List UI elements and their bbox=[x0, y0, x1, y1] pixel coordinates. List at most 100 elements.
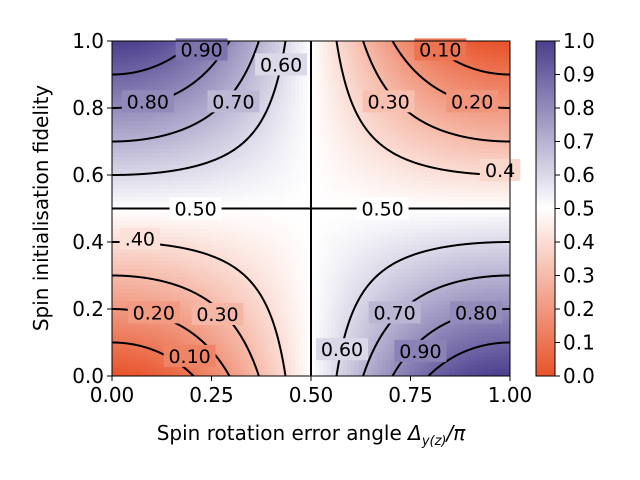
heatmap-cell bbox=[147, 264, 153, 269]
heatmap-cell bbox=[314, 292, 320, 297]
heatmap-cell bbox=[299, 228, 304, 234]
heatmap-cell bbox=[330, 300, 336, 305]
heatmap-cell bbox=[147, 116, 153, 122]
heatmap-cell bbox=[318, 88, 324, 94]
heatmap-cell bbox=[207, 244, 213, 249]
heatmap-cell bbox=[275, 304, 280, 309]
heatmap-cell bbox=[227, 80, 232, 86]
heatmap-cell bbox=[207, 256, 213, 261]
heatmap-cell bbox=[215, 72, 221, 78]
heatmap-cell bbox=[203, 108, 209, 114]
heatmap-cell bbox=[342, 300, 348, 305]
heatmap-cell bbox=[314, 196, 320, 202]
heatmap-cell bbox=[330, 192, 336, 198]
heatmap-cell bbox=[183, 148, 189, 154]
heatmap-cell bbox=[131, 356, 137, 361]
heatmap-cell bbox=[199, 192, 205, 198]
heatmap-cell bbox=[155, 124, 161, 130]
heatmap-cell bbox=[231, 288, 236, 293]
heatmap-cell bbox=[203, 268, 209, 273]
heatmap-cell bbox=[291, 276, 296, 281]
heatmap-cell bbox=[171, 56, 177, 62]
heatmap-cell bbox=[255, 176, 260, 182]
heatmap-cell bbox=[307, 188, 312, 194]
heatmap-cell bbox=[127, 192, 133, 198]
heatmap-cell bbox=[330, 108, 336, 114]
heatmap-cell bbox=[303, 248, 308, 253]
heatmap-cell bbox=[155, 48, 161, 54]
heatmap-cell bbox=[119, 180, 125, 186]
heatmap-cell bbox=[334, 184, 340, 190]
heatmap-cell bbox=[183, 120, 189, 126]
heatmap-cell bbox=[223, 148, 229, 154]
heatmap-cell bbox=[291, 348, 296, 353]
heatmap-cell bbox=[318, 232, 324, 238]
heatmap-cell bbox=[231, 176, 236, 182]
heatmap-cell bbox=[334, 252, 340, 257]
heatmap-cell bbox=[330, 244, 336, 249]
heatmap-cell bbox=[334, 100, 340, 106]
heatmap-cell bbox=[115, 368, 121, 373]
heatmap-cell bbox=[251, 292, 256, 297]
heatmap-cell bbox=[322, 240, 328, 245]
heatmap-cell bbox=[151, 344, 157, 349]
heatmap-cell bbox=[267, 304, 272, 309]
heatmap-cell bbox=[326, 172, 332, 178]
heatmap-cell bbox=[318, 300, 324, 305]
heatmap-cell bbox=[342, 180, 348, 186]
heatmap-cell bbox=[303, 312, 308, 317]
heatmap-cell bbox=[231, 192, 236, 198]
heatmap-cell bbox=[187, 252, 193, 257]
heatmap-cell bbox=[179, 316, 185, 321]
heatmap-cell bbox=[295, 208, 300, 214]
heatmap-cell bbox=[275, 212, 280, 218]
heatmap-cell bbox=[243, 372, 248, 376]
heatmap-cell bbox=[334, 132, 340, 138]
heatmap-cell bbox=[127, 280, 133, 285]
heatmap-cell bbox=[167, 172, 173, 178]
heatmap-cell bbox=[326, 328, 332, 333]
heatmap-cell bbox=[219, 132, 225, 138]
heatmap-cell bbox=[115, 140, 121, 146]
heatmap-cell bbox=[191, 180, 197, 186]
heatmap-cell bbox=[227, 132, 232, 138]
heatmap-cell bbox=[179, 156, 185, 162]
heatmap-cell bbox=[207, 160, 213, 166]
heatmap-cell bbox=[287, 48, 292, 54]
heatmap-cell bbox=[131, 140, 137, 146]
heatmap-cell bbox=[342, 372, 348, 376]
heatmap-cell bbox=[263, 284, 268, 289]
heatmap-cell bbox=[275, 288, 280, 293]
heatmap-cell bbox=[183, 236, 189, 242]
heatmap-cell bbox=[267, 232, 272, 238]
heatmap-cell bbox=[139, 80, 145, 86]
heatmap-cell bbox=[255, 332, 260, 337]
heatmap-cell bbox=[299, 196, 304, 202]
heatmap-cell bbox=[338, 100, 344, 106]
heatmap-cell bbox=[322, 112, 328, 118]
heatmap-cell bbox=[207, 288, 213, 293]
heatmap-cell bbox=[187, 156, 193, 162]
heatmap-cell bbox=[131, 248, 137, 253]
heatmap-cell bbox=[167, 72, 173, 78]
heatmap-cell bbox=[259, 92, 264, 98]
heatmap-cell bbox=[199, 276, 205, 281]
heatmap-cell bbox=[115, 324, 121, 329]
heatmap-cell bbox=[338, 56, 344, 62]
heatmap-cell bbox=[283, 220, 288, 226]
heatmap-cell bbox=[318, 208, 324, 214]
heatmap-cell bbox=[119, 304, 125, 309]
heatmap-cell bbox=[275, 372, 280, 376]
heatmap-cell bbox=[326, 196, 332, 202]
heatmap-cell bbox=[223, 196, 229, 202]
heatmap-cell bbox=[215, 136, 221, 142]
heatmap-cell bbox=[115, 236, 121, 242]
heatmap-cell bbox=[211, 240, 217, 245]
heatmap-cell bbox=[175, 152, 181, 158]
heatmap-cell bbox=[235, 224, 240, 230]
heatmap-cell bbox=[283, 316, 288, 321]
heatmap-cell bbox=[291, 316, 296, 321]
heatmap-cell bbox=[179, 176, 185, 182]
heatmap-cell bbox=[307, 120, 312, 126]
heatmap-cell bbox=[131, 44, 137, 50]
